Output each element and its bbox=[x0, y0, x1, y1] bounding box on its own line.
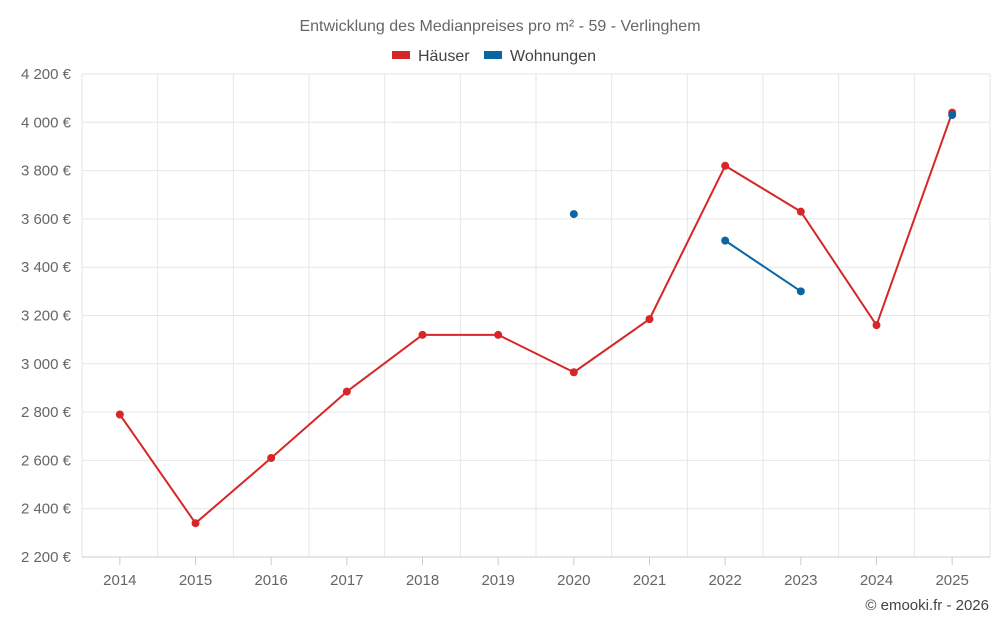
y-tick-label: 3 200 € bbox=[21, 308, 72, 325]
x-tick-label: 2020 bbox=[557, 572, 590, 589]
y-tick-label: 2 800 € bbox=[21, 404, 72, 421]
credit-text: © emooki.fr - 2026 bbox=[865, 597, 989, 614]
y-tick-label: 2 200 € bbox=[21, 549, 72, 566]
legend-label-haeuser: Häuser bbox=[418, 48, 470, 65]
series-haeuser bbox=[115, 108, 957, 528]
x-tick-label: 2021 bbox=[633, 572, 666, 589]
x-tick-label: 2024 bbox=[860, 572, 893, 589]
x-tick-label: 2014 bbox=[103, 572, 136, 589]
data-point-haeuser[interactable] bbox=[645, 315, 654, 324]
y-tick-label: 3 000 € bbox=[21, 356, 72, 373]
x-tick-label: 2017 bbox=[330, 572, 363, 589]
axes: 2 200 € 2 400 € 2 600 € 2 800 € 3 000 € 3 200… bbox=[21, 66, 990, 589]
legend-item-haeuser[interactable]: Häuser bbox=[392, 48, 470, 65]
series-line-wohnungen bbox=[724, 239, 802, 293]
legend-swatch-haeuser bbox=[392, 51, 410, 59]
legend-swatch-wohnungen bbox=[484, 51, 502, 59]
data-point-haeuser[interactable] bbox=[494, 330, 503, 339]
y-tick-label: 3 800 € bbox=[21, 163, 72, 180]
data-point-haeuser[interactable] bbox=[115, 410, 124, 419]
data-point-haeuser[interactable] bbox=[342, 387, 351, 396]
data-point-wohnungen[interactable] bbox=[948, 111, 957, 120]
x-tick-label: 2019 bbox=[481, 572, 514, 589]
y-tick-label: 3 600 € bbox=[21, 211, 72, 228]
data-point-wohnungen[interactable] bbox=[796, 287, 805, 296]
data-point-haeuser[interactable] bbox=[721, 161, 730, 170]
data-point-haeuser[interactable] bbox=[267, 453, 276, 462]
series-wohnungen bbox=[569, 111, 957, 296]
y-tick-label: 2 600 € bbox=[21, 452, 72, 469]
data-point-wohnungen[interactable] bbox=[569, 210, 578, 219]
data-point-haeuser[interactable] bbox=[418, 330, 427, 339]
series bbox=[115, 108, 957, 528]
data-point-haeuser[interactable] bbox=[796, 207, 805, 216]
y-tick-label: 4 200 € bbox=[21, 66, 72, 83]
x-tick-label: 2023 bbox=[784, 572, 817, 589]
data-point-haeuser[interactable] bbox=[191, 519, 200, 528]
grid bbox=[81, 73, 991, 558]
legend: Häuser Wohnungen bbox=[392, 48, 596, 65]
x-tick-label: 2018 bbox=[406, 572, 439, 589]
y-tick-label: 2 400 € bbox=[21, 501, 72, 518]
series-line-haeuser bbox=[119, 112, 954, 525]
x-tick-label: 2016 bbox=[254, 572, 287, 589]
x-tick-label: 2015 bbox=[179, 572, 212, 589]
x-tick-label: 2025 bbox=[935, 572, 968, 589]
chart-title: Entwicklung des Medianpreises pro m² - 5… bbox=[299, 18, 700, 35]
data-point-haeuser[interactable] bbox=[872, 321, 881, 330]
y-tick-label: 4 000 € bbox=[21, 114, 72, 131]
legend-item-wohnungen[interactable]: Wohnungen bbox=[484, 48, 596, 65]
x-tick-label: 2022 bbox=[708, 572, 741, 589]
y-tick-label: 3 400 € bbox=[21, 259, 72, 276]
data-point-haeuser[interactable] bbox=[569, 368, 578, 377]
legend-label-wohnungen: Wohnungen bbox=[510, 48, 596, 65]
data-point-wohnungen[interactable] bbox=[721, 236, 730, 245]
